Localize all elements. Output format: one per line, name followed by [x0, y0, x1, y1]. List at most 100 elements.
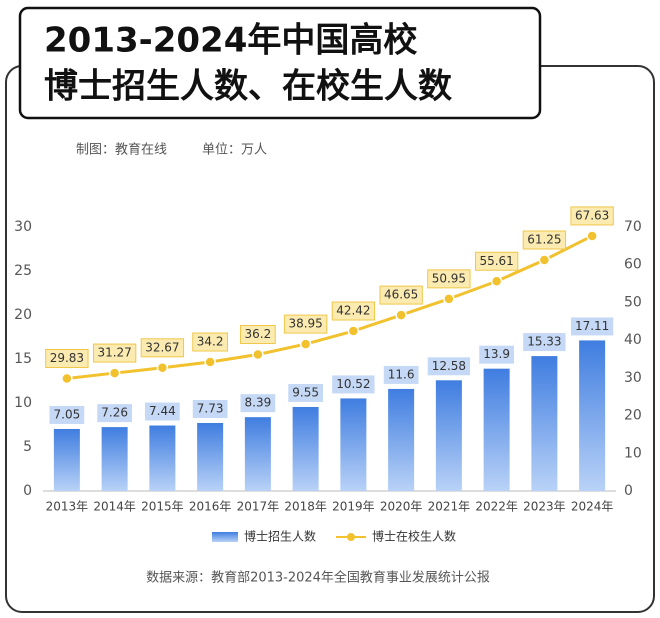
point: [156, 362, 169, 374]
value-label-box: [570, 206, 614, 226]
value-label: 7.05: [54, 407, 81, 421]
value-label: 38.95: [288, 317, 322, 331]
y-tick-label: 5: [23, 439, 32, 455]
value-label: 7.44: [149, 404, 176, 418]
value-label: 34.2: [197, 335, 224, 349]
chart-title: 博士招生人数、在校生人数: [44, 67, 452, 107]
bar: [244, 417, 271, 491]
value-label-box: [92, 343, 137, 363]
y2-tick-label: 40: [624, 332, 642, 348]
value-label: 42.42: [336, 304, 370, 318]
y2-tick-label: 0: [624, 483, 633, 499]
x-tick-label: 2022年: [475, 500, 518, 514]
value-label-box: [522, 230, 567, 250]
value-label: 17.11: [575, 319, 609, 333]
bar: [435, 380, 462, 491]
value-label: 7.73: [197, 401, 224, 415]
value-label-box: [240, 324, 276, 344]
value-label: 67.63: [575, 208, 609, 222]
legend-label: 博士在校生人数: [372, 529, 456, 544]
y2-tick-label: 30: [624, 370, 642, 386]
point: [395, 309, 407, 321]
legend-swatch: [212, 532, 238, 542]
value-label: 15.33: [527, 335, 561, 349]
value-label-box: [288, 383, 323, 402]
value-label-box: [45, 348, 89, 368]
value-label: 11.6: [388, 367, 415, 381]
value-label: 9.55: [292, 385, 319, 399]
value-label: 32.67: [145, 340, 179, 354]
y-tick-label: 30: [14, 219, 32, 235]
legend-label: 博士招生人数: [244, 529, 316, 544]
value-label-box: [383, 365, 419, 384]
bar: [292, 406, 319, 491]
bar: [340, 398, 367, 491]
value-label-box: [427, 357, 471, 376]
line: [66, 234, 593, 380]
value-label: 46.65: [384, 288, 418, 302]
y2-tick-label: 50: [624, 294, 642, 310]
value-label-box: [379, 285, 423, 305]
chart-title: 2013-2024年中国高校: [44, 21, 417, 61]
x-tick-label: 2019年: [332, 500, 375, 514]
y-tick-label: 15: [14, 351, 32, 367]
y-tick-label: 0: [23, 483, 32, 499]
value-label-box: [474, 251, 519, 271]
value-label-box: [192, 332, 228, 352]
x-tick-label: 2018年: [284, 500, 327, 514]
x-tick-label: 2021年: [428, 500, 471, 514]
y2-tick-label: 70: [624, 219, 642, 235]
point: [108, 367, 121, 379]
bar: [531, 356, 558, 491]
point: [299, 338, 312, 350]
bar: [53, 428, 80, 491]
maker: 制图：教育在线: [76, 142, 167, 158]
bar: [149, 425, 176, 491]
value-label: 29.83: [50, 351, 84, 365]
value-label-box: [49, 405, 85, 424]
y-tick-label: 10: [14, 395, 32, 411]
x-tick-label: 2013年: [46, 500, 89, 514]
x-tick-label: 2020年: [380, 500, 423, 514]
legend-swatch: [347, 533, 356, 541]
value-label-box: [283, 314, 328, 334]
bar: [388, 388, 415, 491]
bar: [483, 368, 510, 491]
value-label: 61.25: [527, 233, 561, 247]
value-label: 31.27: [97, 346, 131, 360]
value-label-box: [145, 402, 180, 421]
title-box: [18, 6, 542, 120]
point: [347, 325, 360, 337]
x-tick-label: 2023年: [523, 500, 566, 514]
x-tick-label: 2017年: [237, 500, 280, 514]
value-label: 13.9: [483, 347, 510, 361]
x-tick-label: 2014年: [93, 500, 136, 514]
y2-tick-label: 60: [624, 257, 642, 273]
point: [204, 356, 216, 368]
bar: [579, 340, 606, 491]
value-label: 55.61: [479, 254, 513, 268]
value-label-box: [523, 333, 566, 352]
point: [252, 348, 264, 361]
value-label: 12.58: [432, 359, 466, 373]
point: [538, 254, 551, 266]
point: [586, 230, 598, 242]
value-label: 7.26: [101, 406, 128, 420]
y2-tick-label: 10: [624, 445, 642, 461]
y-tick-label: 20: [14, 307, 32, 323]
point: [490, 275, 503, 288]
point: [443, 293, 455, 305]
value-label-box: [97, 404, 132, 423]
source: 数据来源：教育部2013-2024年全国教育事业发展统计公报: [146, 570, 490, 586]
value-label-box: [570, 317, 614, 336]
bar: [197, 422, 224, 491]
x-tick-label: 2024年: [571, 500, 614, 514]
value-label-box: [332, 375, 375, 394]
x-tick-label: 2015年: [141, 500, 184, 514]
value-label-box: [331, 301, 376, 321]
value-label-box: [240, 394, 276, 413]
y-tick-label: 25: [14, 263, 32, 279]
x-tick-label: 2016年: [189, 500, 232, 514]
value-label: 36.2: [245, 327, 272, 341]
